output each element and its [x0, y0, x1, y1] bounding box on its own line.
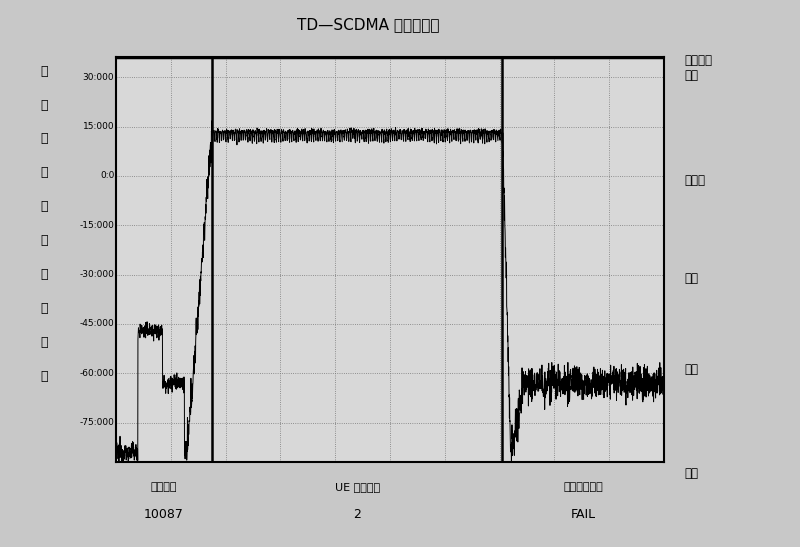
Text: -30:000: -30:000	[79, 270, 114, 279]
Text: 单次: 单次	[684, 272, 698, 286]
Text: 收: 收	[40, 302, 48, 315]
Text: 15:000: 15:000	[82, 122, 114, 131]
Text: FAIL: FAIL	[570, 508, 596, 521]
Text: 时间开关
模板: 时间开关 模板	[684, 54, 712, 83]
Text: 接: 接	[40, 268, 48, 281]
Text: 关功率: 关功率	[684, 174, 705, 187]
Text: 频: 频	[40, 132, 48, 146]
Text: UE 功率等级: UE 功率等级	[334, 482, 380, 492]
Text: -15:000: -15:000	[79, 221, 114, 230]
Text: TD—SCDMA 终端综测仪: TD—SCDMA 终端综测仪	[297, 17, 439, 32]
Text: 0:0: 0:0	[100, 171, 114, 181]
Text: 动: 动	[40, 370, 48, 383]
Text: 自: 自	[40, 336, 48, 349]
Text: -75:000: -75:000	[79, 418, 114, 427]
Text: 工作频点: 工作频点	[150, 482, 178, 492]
Text: 连续: 连续	[684, 363, 698, 376]
Text: 制: 制	[40, 234, 48, 247]
Text: -60:000: -60:000	[79, 369, 114, 378]
Text: 2: 2	[353, 508, 361, 521]
Text: 谱: 谱	[40, 166, 48, 179]
Text: 时间开关模板: 时间开关模板	[563, 482, 603, 492]
Text: 30:000: 30:000	[82, 73, 114, 82]
Text: 率: 率	[40, 98, 48, 112]
Text: 调: 调	[40, 200, 48, 213]
Text: -45:000: -45:000	[80, 319, 114, 329]
Text: 返回: 返回	[684, 467, 698, 480]
Text: 10087: 10087	[144, 508, 184, 521]
Text: 功: 功	[40, 65, 48, 78]
